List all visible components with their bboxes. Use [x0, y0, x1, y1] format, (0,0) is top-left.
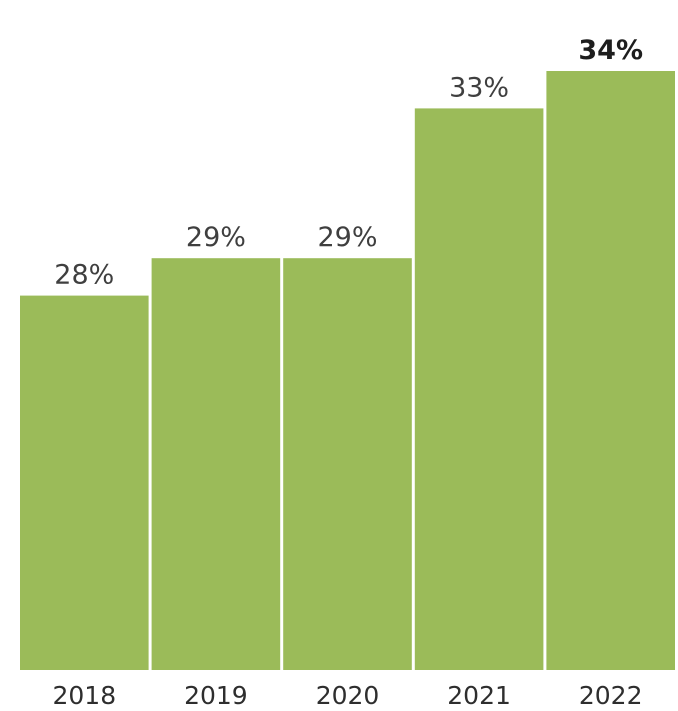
value-label-2022: 34% [578, 35, 643, 66]
category-label-2022: 2022 [579, 681, 643, 710]
value-label-2018: 28% [54, 260, 114, 291]
category-label-2018: 2018 [52, 681, 116, 710]
category-label-2019: 2019 [184, 681, 248, 710]
bar-2020 [283, 258, 412, 670]
value-label-2019: 29% [186, 222, 246, 253]
bar-2019 [151, 258, 281, 670]
category-label-2020: 2020 [316, 681, 380, 710]
bar-2018 [20, 295, 149, 670]
bar-2021 [414, 108, 544, 670]
value-label-2021: 33% [449, 72, 509, 103]
value-label-2020: 29% [317, 222, 377, 253]
category-label-2021: 2021 [447, 681, 511, 710]
bar-2022 [546, 71, 675, 670]
